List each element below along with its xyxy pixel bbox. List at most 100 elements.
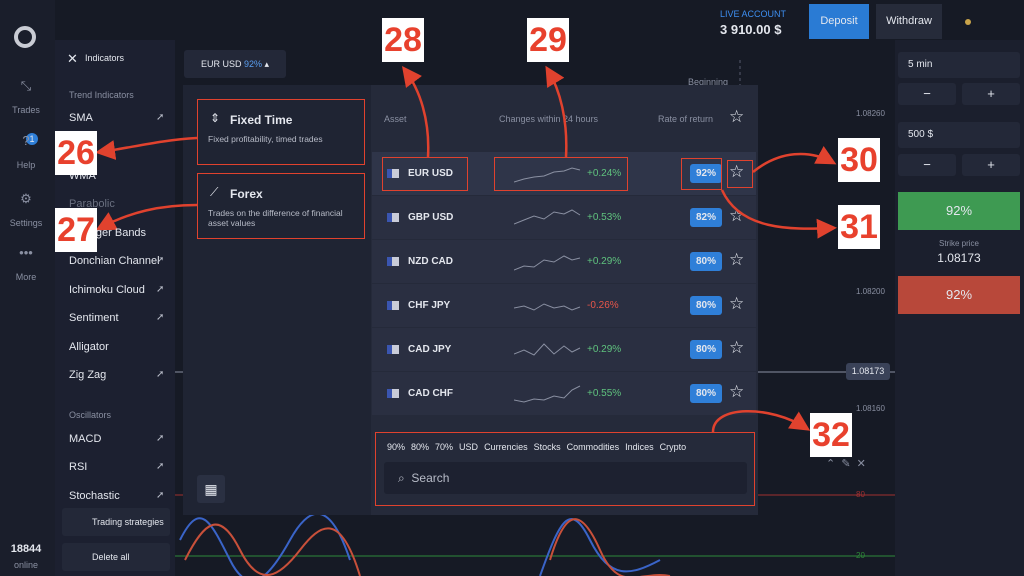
highlight-fixed-time: [197, 99, 365, 165]
indicator-icon: ➚: [156, 490, 165, 501]
filter[interactable]: Crypto: [659, 442, 687, 452]
trading-strategies-button[interactable]: Trading strategies: [62, 508, 170, 536]
nav-icon[interactable]: ?: [22, 133, 30, 148]
highlight-change: [494, 157, 628, 191]
balance[interactable]: 3 910.00 $: [720, 22, 782, 37]
help-badge: 1: [26, 133, 38, 145]
online-count: 18844: [10, 543, 42, 555]
indicator-icon: ➚: [156, 255, 165, 266]
indicator-item[interactable]: Ichimoku Cloud: [69, 284, 145, 296]
rate-badge: 80%: [690, 384, 722, 403]
indicator-item[interactable]: Parabolic: [69, 198, 115, 210]
rate-badge: 80%: [690, 252, 722, 271]
change: +0.53%: [587, 212, 622, 223]
asset-name: GBP USD: [408, 212, 454, 223]
flag: [387, 301, 399, 310]
indicator-icon: ➚: [156, 284, 165, 295]
grid-button[interactable]: ▦: [197, 475, 225, 503]
tab-icon: ⇕: [210, 111, 221, 125]
nav-icon[interactable]: ⤡: [20, 78, 32, 93]
asset-name: CHF JPY: [408, 300, 451, 311]
annotation-number: 26: [55, 131, 97, 175]
amount[interactable]: 500 $: [898, 122, 1020, 148]
chart-tools[interactable]: ⌃ ✎ ✕: [826, 458, 866, 470]
flag: [387, 213, 399, 222]
asset-chip[interactable]: EUR USD 92% ▴: [184, 50, 286, 78]
delete-all-button[interactable]: Delete all: [62, 543, 170, 571]
filter[interactable]: 70%: [435, 442, 454, 452]
nav-icon[interactable]: ⚙: [20, 191, 32, 206]
indicator-item[interactable]: SMA: [69, 112, 93, 124]
tab-title[interactable]: Forex: [230, 187, 263, 201]
price-label: 1.08260: [856, 109, 885, 118]
nav-label[interactable]: Help: [16, 160, 36, 170]
amount-plus[interactable]: +: [962, 154, 1020, 176]
withdraw-button[interactable]: Withdraw: [876, 4, 942, 39]
sparkline: [514, 303, 581, 311]
search-box[interactable]: ⌕ Search: [384, 462, 747, 494]
favorite-star[interactable]: ☆: [729, 294, 745, 313]
tab-icon: ⟋: [210, 185, 219, 199]
change: +0.24%: [587, 168, 622, 179]
favorite-star[interactable]: ☆: [729, 206, 745, 225]
up-button[interactable]: 92%: [898, 192, 1020, 230]
filter[interactable]: Commodities: [566, 442, 620, 452]
filter[interactable]: 80%: [411, 442, 430, 452]
favorite-header[interactable]: ☆: [729, 107, 745, 126]
indicator-item[interactable]: Sentiment: [69, 312, 119, 324]
duration[interactable]: 5 min: [898, 52, 1020, 78]
indicator-item[interactable]: Alligator: [69, 341, 109, 353]
duration-minus[interactable]: −: [898, 83, 956, 105]
current-price: 1.08173: [846, 363, 890, 380]
filter[interactable]: 90%: [387, 442, 406, 452]
indicator-icon: ➚: [156, 369, 165, 380]
annotation-number: 29: [527, 18, 569, 62]
indicator-icon: ➚: [156, 433, 165, 444]
indicator-item[interactable]: RSI: [69, 461, 88, 473]
nav-label[interactable]: Trades: [12, 105, 40, 115]
nav-label[interactable]: Settings: [9, 218, 43, 228]
highlight-asset: [382, 157, 468, 191]
filter[interactable]: Indices: [625, 442, 654, 452]
osc-high: 80: [856, 490, 865, 499]
search-placeholder: Search: [411, 471, 450, 485]
highlight-forex: [197, 173, 365, 239]
nav-label[interactable]: More: [15, 272, 37, 282]
asset-name: EUR USD: [408, 168, 454, 179]
favorite-star[interactable]: ☆: [729, 162, 745, 181]
col-rate[interactable]: Rate of return: [658, 114, 714, 124]
highlight-filters: [375, 432, 755, 506]
filter[interactable]: Stocks: [533, 442, 561, 452]
nav-icon[interactable]: •••: [19, 245, 33, 260]
asset-name: CAD CHF: [408, 388, 453, 399]
sparkline: [514, 209, 581, 225]
change: +0.29%: [587, 256, 622, 267]
annotation-number: 27: [55, 208, 97, 252]
favorite-star[interactable]: ☆: [729, 250, 745, 269]
tab-title[interactable]: Fixed Time: [230, 113, 293, 127]
online-label: online: [13, 560, 39, 570]
highlight-rate: [681, 158, 722, 190]
rate-badge: 92%: [690, 164, 722, 183]
indicator-item[interactable]: Stochastic: [69, 490, 120, 502]
down-button[interactable]: 92%: [898, 276, 1020, 314]
flag: [387, 257, 399, 266]
annotation-number: 31: [838, 205, 880, 249]
indicator-icon: ➚: [156, 112, 165, 123]
filter[interactable]: USD: [459, 442, 479, 452]
amount-minus[interactable]: −: [898, 154, 956, 176]
favorite-star[interactable]: ☆: [729, 382, 745, 401]
change: +0.55%: [587, 388, 622, 399]
favorite-star[interactable]: ☆: [729, 338, 745, 357]
close-icon[interactable]: ✕: [67, 51, 78, 66]
indicator-item[interactable]: MACD: [69, 433, 102, 445]
duration-plus[interactable]: +: [962, 83, 1020, 105]
filter[interactable]: Currencies: [484, 442, 528, 452]
indicator-item[interactable]: Donchian Channel: [69, 255, 160, 267]
trend-heading: Trend Indicators: [69, 90, 134, 100]
deposit-button[interactable]: Deposit: [809, 4, 869, 39]
rate-badge: 80%: [690, 296, 722, 315]
indicator-item[interactable]: Zig Zag: [69, 369, 107, 381]
annotation-number: 28: [382, 18, 424, 62]
